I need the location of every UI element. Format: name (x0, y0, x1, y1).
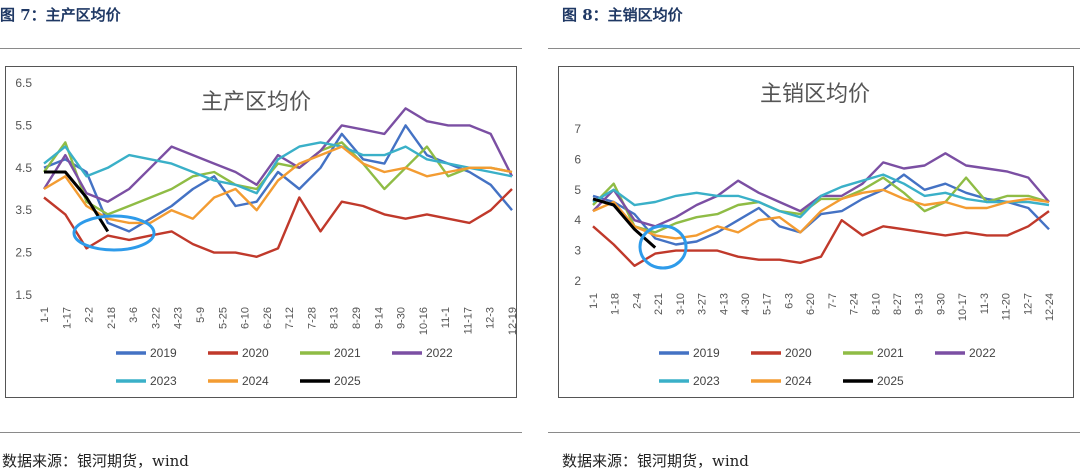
x-tick-label: 6-3 (783, 293, 795, 309)
x-tick-label: 2-2 (84, 307, 96, 323)
series-line-2024 (43, 145, 513, 225)
legend-label-2022: 2022 (426, 346, 453, 360)
y-tick-label: 5.5 (15, 118, 32, 132)
left-source-rule (0, 432, 522, 433)
series-line-2021 (43, 141, 513, 216)
x-tick-label: 8-10 (870, 293, 882, 315)
x-tick-label: 11-20 (1001, 293, 1013, 320)
legend-label-2021: 2021 (877, 346, 904, 360)
x-tick-label: 7-28 (306, 307, 318, 329)
x-tick-label: 6-26 (262, 307, 274, 329)
chart-title: 主销区均价 (760, 81, 870, 106)
y-tick-label: 2 (574, 274, 581, 288)
y-tick-label: 4 (574, 213, 581, 227)
left-chart-panel: 主产区均价 6.5 5.5 4.5 3.5 2.5 1.5 1-1 1-17 2-2 2-18 3-6… (5, 66, 519, 398)
x-tick-label: 4-23 (173, 307, 185, 329)
legend-label-2021: 2021 (334, 346, 361, 360)
chart-title: 主产区均价 (201, 89, 311, 114)
x-tick-label: 3-27 (697, 293, 709, 315)
series-line-2025 (592, 197, 657, 249)
right-source-note: 数据来源：银河期货，wind (562, 452, 749, 470)
highlight-ellipse (72, 214, 156, 252)
x-tick-label: 6-20 (805, 293, 817, 315)
x-tick-label: 1-18 (610, 293, 622, 315)
series-line-2025 (44, 170, 110, 233)
x-tick-label: 11-3 (979, 293, 991, 314)
series-line-2020 (592, 210, 1050, 268)
y-tick-label: 2.5 (15, 246, 32, 260)
series-line-2020 (43, 188, 513, 259)
y-tick-label: 1.5 (15, 288, 32, 302)
y-tick-label: 6.5 (15, 76, 32, 90)
x-tick-label: 5-9 (195, 307, 207, 323)
y-tick-label: 3.5 (15, 203, 32, 217)
right-chart-svg: 主销区均价 7 6 5 4 3 2 1-1 1-18 2-4 2-21 3-10 3-27 4-13 4-3… (574, 81, 1056, 388)
highlight-ellipse (638, 224, 688, 270)
series-line-2022 (42, 107, 514, 203)
x-tick-label: 2-21 (653, 293, 665, 315)
x-tick-label: 1-1 (588, 293, 600, 309)
x-tick-label: 5-17 (762, 293, 774, 315)
x-tick-label: 1-1 (39, 307, 51, 323)
x-tick-label: 7-7 (827, 293, 839, 309)
x-tick-label: 12-7 (1022, 293, 1034, 315)
left-title-rule (0, 48, 522, 49)
x-tick-label: 8-29 (351, 307, 363, 329)
x-tick-label: 11-17 (462, 307, 474, 334)
y-tick-label: 6 (574, 152, 581, 166)
legend-label-2024: 2024 (785, 374, 812, 388)
x-tick-label: 7-24 (849, 293, 861, 315)
x-tick-label: 10-16 (418, 307, 430, 335)
x-tick-label: 10-17 (957, 293, 969, 321)
x-tick-label: 9-14 (373, 307, 385, 329)
x-tick-label: 9-13 (914, 293, 926, 315)
legend-label-2019: 2019 (693, 346, 720, 360)
legend-label-2024: 2024 (242, 374, 269, 388)
x-tick-label: 7-12 (284, 307, 296, 329)
x-tick-label: 8-13 (329, 307, 341, 329)
right-source-rule (548, 432, 1080, 433)
y-tick-label: 5 (574, 183, 581, 197)
legend-label-2025: 2025 (334, 374, 361, 388)
legend-label-2023: 2023 (150, 374, 177, 388)
legend-label-2022: 2022 (969, 346, 996, 360)
legend-label-2020: 2020 (785, 346, 812, 360)
x-tick-label: 3-22 (150, 307, 162, 329)
x-tick-label: 9-30 (935, 293, 947, 315)
left-chart-svg: 主产区均价 6.5 5.5 4.5 3.5 2.5 1.5 1-1 1-17 2-2 2-18 3-6… (15, 76, 519, 388)
legend-label-2023: 2023 (693, 374, 720, 388)
y-tick-label: 4.5 (15, 161, 32, 175)
series-line-2023 (43, 141, 513, 195)
x-tick-label: 9-30 (396, 307, 408, 329)
x-tick-label: 4-30 (740, 293, 752, 315)
x-tick-label: 3-10 (675, 293, 687, 315)
right-title-rule (548, 48, 1080, 49)
x-tick-label: 11-1 (440, 307, 452, 328)
legend-label-2019: 2019 (150, 346, 177, 360)
x-tick-label: 1-17 (61, 307, 73, 329)
legend-label-2025: 2025 (877, 374, 904, 388)
x-tick-label: 4-13 (718, 293, 730, 315)
x-tick-label: 2-18 (106, 307, 118, 329)
y-tick-label: 3 (574, 244, 581, 258)
x-tick-label: 5-25 (217, 307, 229, 329)
right-figure-title: 图 8：主销区均价 (562, 6, 683, 24)
legend-label-2020: 2020 (242, 346, 269, 360)
x-tick-label: 12-19 (507, 307, 516, 335)
left-source-note: 数据来源：银河期货，wind (2, 452, 189, 470)
x-tick-label: 3-6 (128, 307, 140, 323)
series-line-2023 (592, 173, 1050, 219)
x-tick-label: 2-4 (631, 293, 643, 309)
right-chart-panel: 主销区均价 7 6 5 4 3 2 1-1 1-18 2-4 2-21 3-10 3-27 4-13 4-3… (558, 66, 1074, 398)
left-figure-title: 图 7：主产区均价 (0, 6, 121, 24)
series-line-2024 (592, 188, 1050, 240)
x-tick-label: 12-24 (1044, 293, 1056, 321)
x-tick-label: 8-27 (892, 293, 904, 315)
series-line-2019 (592, 173, 1050, 246)
y-tick-label: 7 (574, 122, 581, 136)
x-tick-label: 6-10 (240, 307, 252, 329)
x-tick-label: 12-3 (485, 307, 497, 329)
